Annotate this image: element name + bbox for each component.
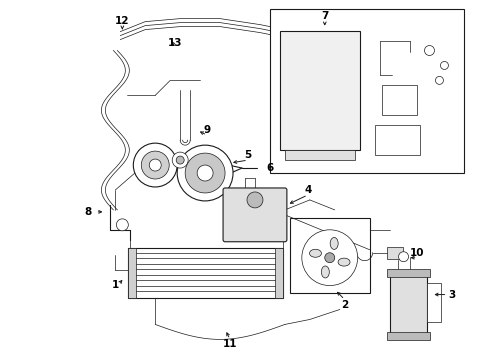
Bar xyxy=(387,269,431,276)
Circle shape xyxy=(197,165,213,181)
Bar xyxy=(280,31,360,150)
Bar xyxy=(427,283,441,323)
Circle shape xyxy=(302,230,358,285)
Text: 12: 12 xyxy=(115,15,129,26)
Circle shape xyxy=(424,45,435,55)
Text: 1: 1 xyxy=(112,280,119,289)
Text: 11: 11 xyxy=(223,339,237,349)
Text: 2: 2 xyxy=(341,300,348,310)
Circle shape xyxy=(436,76,443,84)
Bar xyxy=(128,248,136,298)
Bar xyxy=(275,248,283,298)
Circle shape xyxy=(398,252,409,262)
Bar xyxy=(285,150,355,160)
Bar xyxy=(387,247,403,259)
Text: 3: 3 xyxy=(449,289,456,300)
Bar xyxy=(128,248,283,298)
Circle shape xyxy=(325,253,335,263)
Bar xyxy=(387,332,431,340)
Bar xyxy=(270,9,465,173)
Text: 4: 4 xyxy=(304,185,312,195)
Text: 6: 6 xyxy=(266,163,273,173)
Bar xyxy=(290,218,369,293)
Circle shape xyxy=(176,156,184,164)
FancyBboxPatch shape xyxy=(223,188,287,242)
Circle shape xyxy=(177,145,233,201)
Bar xyxy=(382,85,416,115)
Text: 13: 13 xyxy=(168,37,182,48)
Circle shape xyxy=(185,153,225,193)
Ellipse shape xyxy=(321,266,329,278)
Circle shape xyxy=(149,159,161,171)
Circle shape xyxy=(141,151,169,179)
Bar xyxy=(375,125,419,155)
Ellipse shape xyxy=(310,249,321,257)
Text: 9: 9 xyxy=(203,125,211,135)
Text: 10: 10 xyxy=(410,248,425,258)
Circle shape xyxy=(247,192,263,208)
Ellipse shape xyxy=(338,258,350,266)
Ellipse shape xyxy=(330,238,338,249)
Bar xyxy=(390,275,427,334)
Text: 7: 7 xyxy=(321,11,328,21)
Text: 5: 5 xyxy=(245,150,252,160)
Circle shape xyxy=(441,62,448,69)
Circle shape xyxy=(172,152,188,168)
Circle shape xyxy=(133,143,177,187)
Circle shape xyxy=(116,219,128,231)
Text: 8: 8 xyxy=(85,207,92,217)
